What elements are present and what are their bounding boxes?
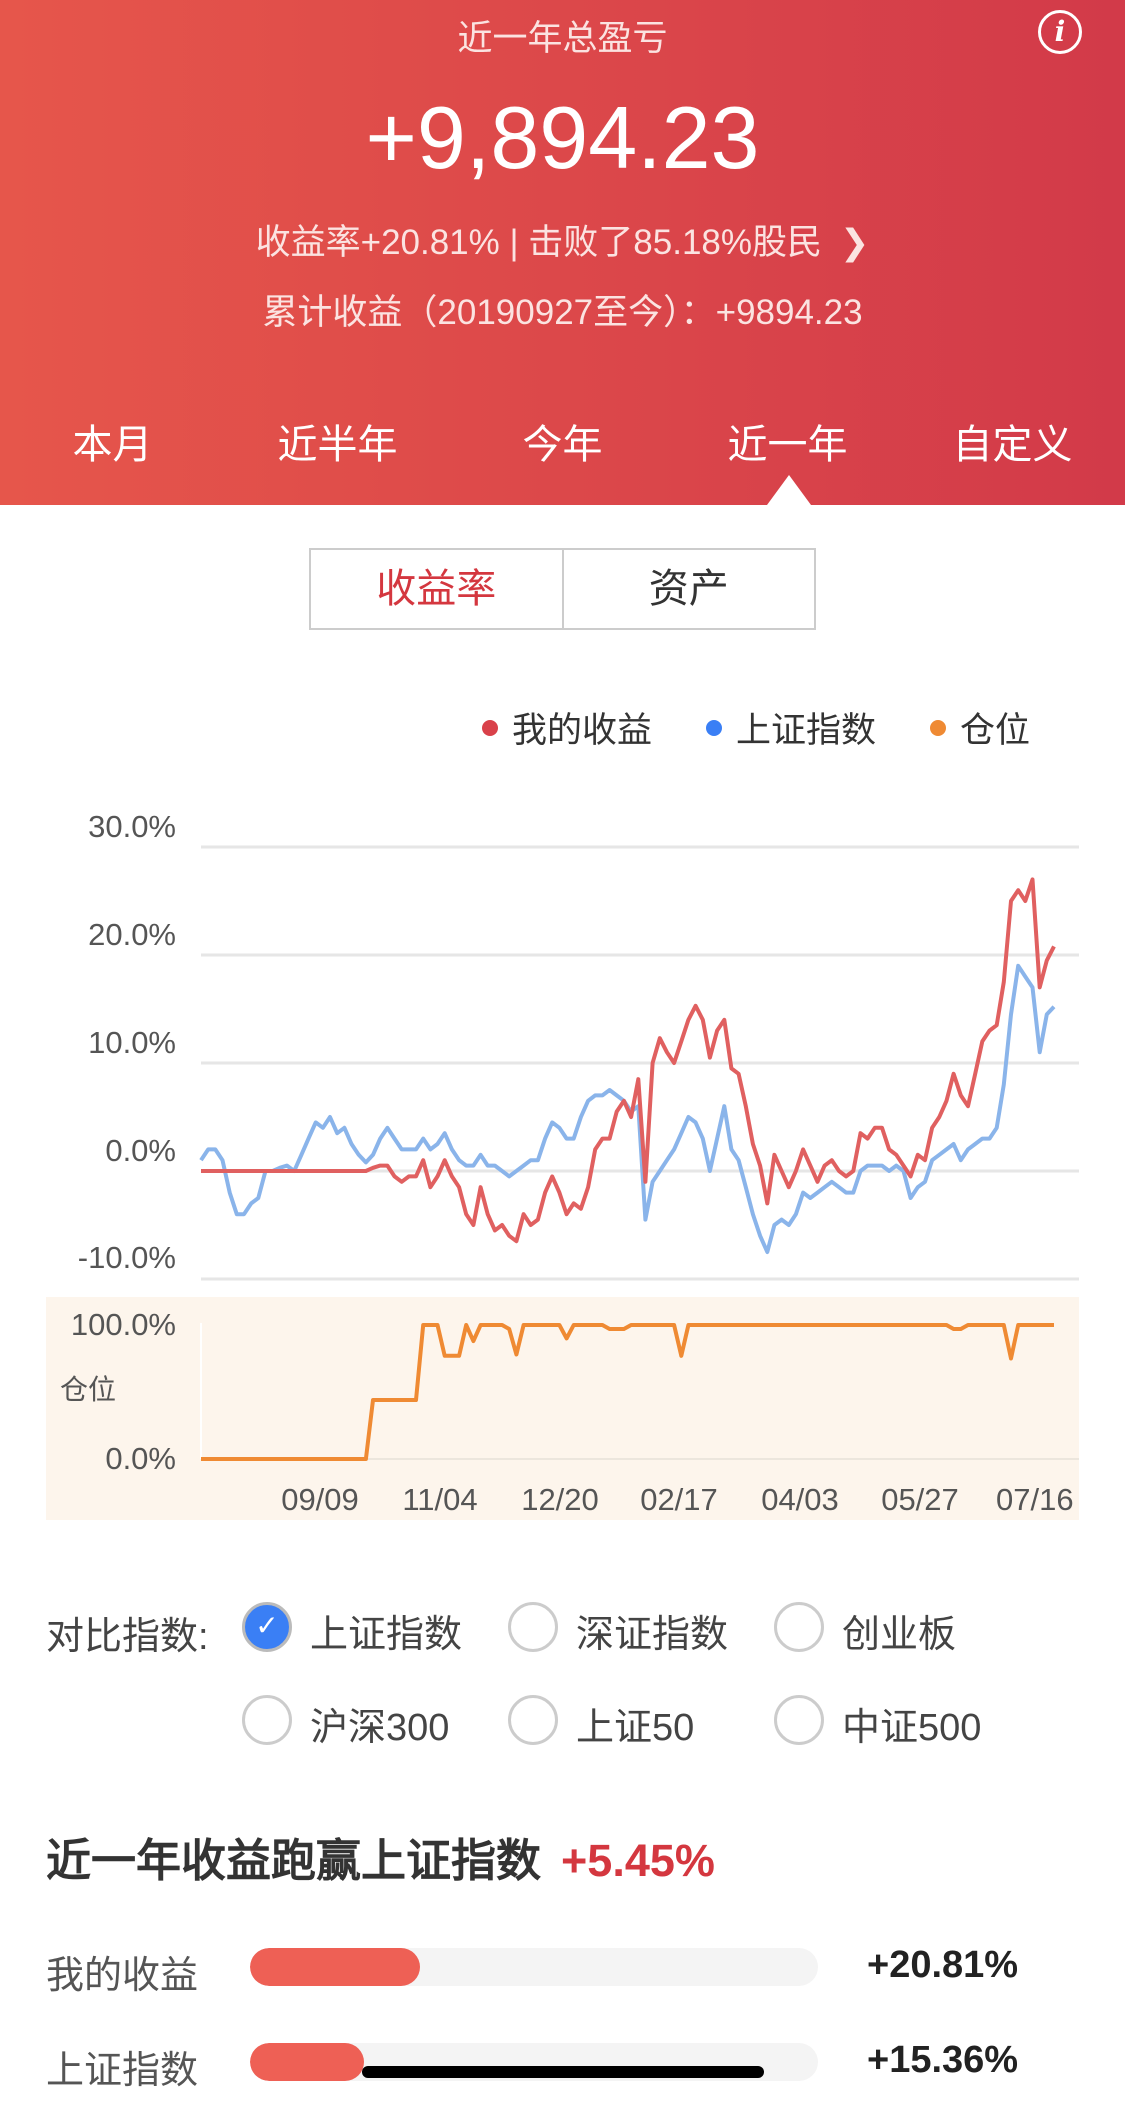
chevron-right-icon[interactable]: ❯ [840, 223, 870, 262]
compare-radio[interactable] [508, 1602, 558, 1652]
total-profit: +9,894.23 [365, 88, 760, 187]
bar-label-sse: 上证指数 [46, 2050, 199, 2092]
compare-radio[interactable] [774, 1695, 824, 1745]
x-tick-label: 12/20 [521, 1482, 599, 1517]
compare-option-label[interactable]: 中证500 [842, 1707, 982, 1749]
tab-custom[interactable]: 自定义 [952, 423, 1073, 467]
bar-fill [250, 2043, 364, 2081]
compare-radio[interactable] [774, 1602, 824, 1652]
y-tick-label: 20.0% [88, 917, 176, 952]
bar-track-my-return [250, 1948, 818, 1986]
position-line [201, 1323, 1054, 1461]
y-tick-label: 30.0% [88, 809, 176, 844]
legend-my-return: 我的收益 [482, 702, 652, 753]
segment-return-rate[interactable]: 收益率 [311, 550, 564, 628]
compare-radio[interactable] [242, 1695, 292, 1745]
legend-label: 仓位 [960, 711, 1031, 750]
compare-label: 对比指数: [46, 1616, 209, 1658]
x-tick-label: 09/09 [281, 1482, 359, 1517]
legend-sse-index: 上证指数 [706, 702, 876, 753]
compare-option-label[interactable]: 深证指数 [576, 1614, 729, 1656]
compare-option-label[interactable]: 沪深300 [310, 1707, 450, 1749]
bar-fill [250, 1948, 421, 1986]
cumulative-profit: 累计收益（20190927至今）：+9894.23 [262, 293, 863, 332]
position-tick-label: 100.0% [70, 1307, 176, 1342]
header-title: 近一年总盈亏 [457, 19, 668, 58]
beat-title: 近一年收益跑赢上证指数 [46, 1835, 542, 1886]
bar-value-my-return: +20.81% [867, 1944, 1019, 1986]
tab-one-year[interactable]: 近一年 [727, 423, 848, 467]
rate-text: 收益率+20.81% | 击败了85.18%股民 [255, 223, 823, 262]
checkmark-icon: ✓ [255, 1610, 279, 1641]
y-tick-label: 0.0% [105, 1133, 176, 1168]
my-return-line [201, 877, 1056, 1244]
bar-label-my-return: 我的收益 [46, 1955, 199, 1997]
home-indicator[interactable] [362, 2066, 764, 2078]
summary-header: 近一年总盈亏 i +9,894.23 收益率+20.81% | 击败了85.18… [0, 0, 1125, 505]
compare-option-label[interactable]: 创业板 [842, 1614, 957, 1656]
rate-line[interactable]: 收益率+20.81% | 击败了85.18%股民 ❯ [0, 214, 1125, 265]
x-tick-label: 04/03 [761, 1482, 839, 1517]
tab-this-year[interactable]: 今年 [522, 423, 603, 467]
legend-dot [706, 719, 722, 736]
position-axis-label: 仓位 [60, 1374, 117, 1405]
tab-half-year[interactable]: 近半年 [277, 423, 398, 467]
tab-month[interactable]: 本月 [72, 423, 153, 467]
compare-option-label[interactable]: 上证50 [576, 1707, 695, 1749]
legend-dot [930, 719, 946, 736]
compare-option-label[interactable]: 上证指数 [310, 1614, 463, 1656]
info-icon[interactable]: i [1038, 10, 1082, 54]
return-chart [199, 845, 1079, 1461]
x-tick-label: 11/04 [402, 1482, 478, 1517]
compare-radio[interactable]: ✓ [242, 1602, 292, 1652]
beat-index-heading: 近一年收益跑赢上证指数 +5.45% [46, 1824, 715, 1889]
x-tick-label: 02/17 [640, 1482, 718, 1517]
legend-label: 我的收益 [512, 711, 653, 750]
chart-mode-toggle: 收益率 资产 [309, 548, 816, 630]
x-tick-label: 07/16 [996, 1482, 1074, 1517]
x-tick-label: 05/27 [881, 1482, 959, 1517]
legend-position: 仓位 [930, 702, 1030, 753]
legend-dot [482, 719, 498, 736]
y-tick-label: 10.0% [88, 1025, 176, 1060]
legend-label: 上证指数 [736, 711, 877, 750]
active-tab-indicator [767, 475, 811, 505]
y-tick-label: -10.0% [77, 1240, 176, 1275]
position-tick-label: 0.0% [105, 1441, 176, 1476]
bar-value-sse: +15.36% [867, 2039, 1019, 2081]
beat-diff: +5.45% [561, 1835, 715, 1886]
segment-assets[interactable]: 资产 [648, 567, 729, 611]
compare-radio[interactable] [508, 1695, 558, 1745]
